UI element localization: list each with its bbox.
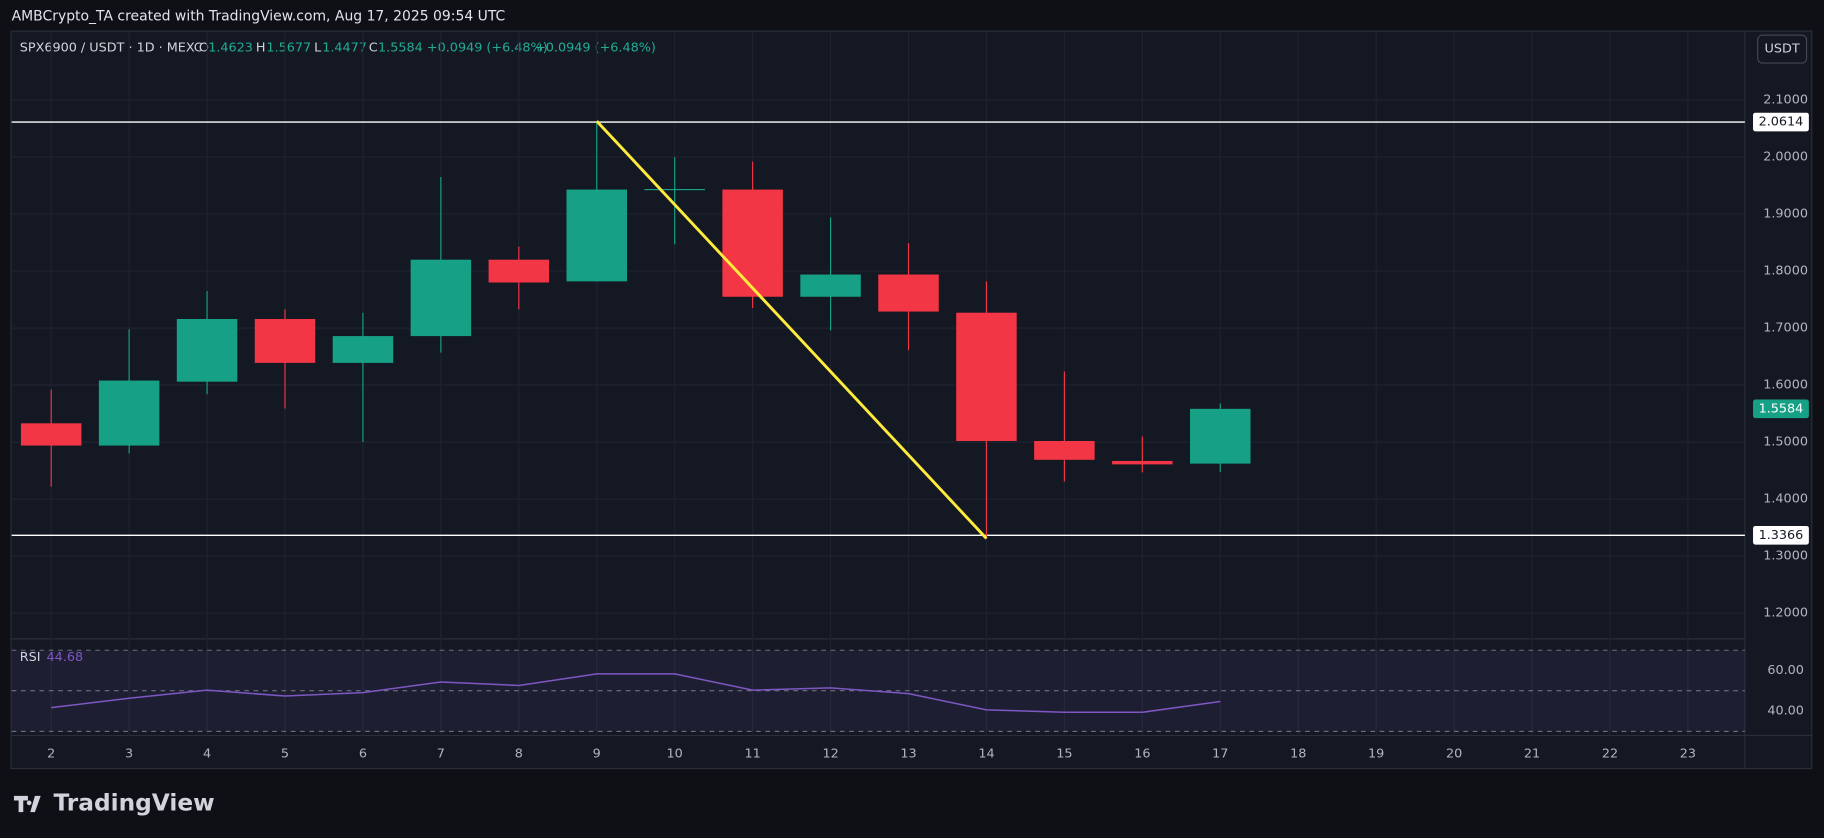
y-tick-label: 1.6000 [1763, 378, 1808, 393]
price-label-bg [1753, 525, 1809, 545]
x-tick-label: 7 [437, 747, 445, 762]
currency-button[interactable] [1757, 34, 1808, 64]
x-tick-label: 5 [281, 747, 289, 762]
x-tick-label: 18 [1290, 747, 1306, 762]
x-tick-label: 17 [1212, 747, 1228, 762]
last-price-bg [1753, 399, 1809, 419]
y-tick-label: 1.8000 [1763, 264, 1808, 279]
candle-body [722, 189, 783, 297]
trendline [595, 120, 988, 540]
rsi-value: 44.68 [47, 650, 84, 665]
c-label: C [369, 40, 378, 55]
x-tick-label: 13 [900, 747, 916, 762]
candle-body [878, 274, 939, 312]
price-label-bg [1753, 112, 1809, 132]
h-value: 1.5677 [266, 40, 311, 55]
y-tick-label: 2.1000 [1763, 93, 1808, 108]
candle-body [1190, 408, 1251, 464]
x-tick-label: 2 [47, 747, 55, 762]
last-price-label: 1.5584 [1759, 401, 1804, 416]
x-tick-label: 11 [744, 747, 760, 762]
x-tick-label: 6 [359, 747, 367, 762]
credit: AMBCrypto_TA created with TradingView.co… [12, 9, 506, 25]
x-tick-label: 23 [1680, 747, 1696, 762]
candle-body [410, 259, 472, 337]
candle-body [176, 318, 238, 382]
x-tick-label: 3 [125, 747, 133, 762]
x-tick-label: 22 [1602, 747, 1618, 762]
y-tick-label: 1.9000 [1763, 207, 1808, 222]
logo-text: TradingView [54, 790, 215, 817]
candle-body [20, 423, 82, 446]
h-label: H [256, 40, 266, 55]
y-tick-label: 1.5000 [1763, 435, 1808, 450]
y-tick-label: 1.4000 [1763, 492, 1808, 507]
rsi-title: RSI [20, 650, 41, 665]
candle-body [566, 189, 627, 282]
o-value: 1.4623 [208, 40, 253, 55]
candle-body [956, 312, 1017, 441]
c-value: 1.5584 [378, 40, 423, 55]
rsi-tick-label: 60.00 [1767, 663, 1804, 678]
l-label: L [314, 40, 322, 55]
x-tick-label: 16 [1134, 747, 1150, 762]
candle-body [254, 318, 316, 363]
x-tick-label: 12 [822, 747, 838, 762]
x-tick-label: 8 [515, 747, 523, 762]
x-tick-label: 20 [1446, 747, 1462, 762]
candle-body [1034, 440, 1095, 460]
y-tick-label: 1.2000 [1763, 606, 1808, 621]
x-tick-label: 10 [667, 747, 683, 762]
logo-icon [13, 795, 41, 813]
chart-frame [10, 30, 1813, 770]
rsi-line [51, 673, 1221, 714]
candle-body [332, 336, 394, 363]
candle-body [1112, 460, 1173, 465]
candle-body [644, 188, 705, 191]
symbol: SPX6900 / USDT · 1D · MEXC [20, 40, 203, 55]
y-tick-label: 1.7000 [1763, 321, 1808, 336]
x-tick-label: 9 [593, 747, 601, 762]
candle-body [488, 259, 550, 283]
candle-body [98, 380, 160, 446]
x-tick-label: 4 [203, 747, 211, 762]
x-tick-label: 19 [1368, 747, 1384, 762]
y-tick-label: 1.3000 [1763, 549, 1808, 564]
price-label: 1.3366 [1759, 528, 1804, 543]
l-value: 1.4477 [322, 40, 367, 55]
currency-label[interactable]: USDT [1765, 42, 1800, 57]
price-label: 2.0614 [1759, 115, 1804, 130]
candle-body [800, 274, 861, 297]
x-tick-label: 15 [1056, 747, 1072, 762]
logo: TradingView [13, 790, 215, 817]
rsi-tick-label: 40.00 [1767, 704, 1804, 719]
x-tick-label: 21 [1524, 747, 1540, 762]
change-percent: +0.0949 (+6.48%) [535, 40, 656, 55]
o-label: O [199, 40, 209, 55]
y-tick-label: 2.0000 [1763, 150, 1808, 165]
x-tick-label: 14 [978, 747, 994, 762]
change: +0.0949 (+6.48%) [427, 40, 548, 55]
